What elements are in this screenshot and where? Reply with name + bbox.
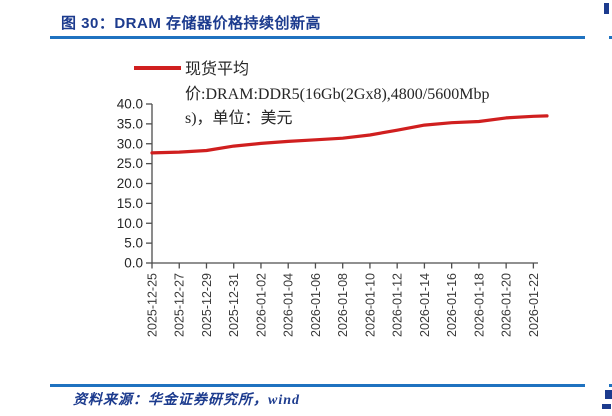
x-tick-label: 2026-01-20 bbox=[500, 273, 514, 337]
y-tick-label: 30.0 bbox=[117, 136, 143, 151]
x-tick-label: 2026-01-14 bbox=[418, 273, 432, 337]
chart-area: 0.0 5.0 10.0 15.0 20.0 25.0 30.0 35.0 40.0 2025-1… bbox=[106, 45, 550, 373]
y-tick-label: 35.0 bbox=[117, 116, 143, 131]
x-tick-label: 2025-12-29 bbox=[200, 273, 214, 337]
x-tick-label: 2026-01-06 bbox=[309, 273, 323, 337]
x-tick-label: 2026-01-12 bbox=[391, 273, 405, 337]
source-rule bbox=[50, 384, 585, 387]
legend-label: 现货平均 价:DRAM:DDR5(16Gb(2Gx8),4800/5600Mbp… bbox=[185, 61, 490, 127]
y-tick-label: 40.0 bbox=[117, 97, 143, 112]
figure-title: 图 30：DRAM 存储器价格持续创新高 bbox=[61, 15, 322, 32]
adjacent-column-source-fragment-2 bbox=[602, 404, 611, 409]
title-rule bbox=[50, 36, 585, 39]
y-tick-label: 15.0 bbox=[117, 196, 143, 211]
x-tick-label: 2026-01-18 bbox=[472, 273, 486, 337]
adjacent-column-title-fragment bbox=[604, 3, 609, 14]
y-tick-label: 25.0 bbox=[117, 156, 143, 171]
x-tick-label: 2025-12-31 bbox=[227, 273, 241, 337]
x-tick-label: 2026-01-10 bbox=[363, 273, 377, 337]
source-note: 资料来源：华金证券研究所，wind bbox=[73, 393, 301, 408]
x-tick-label: 2025-12-25 bbox=[146, 273, 160, 337]
x-tick-label: 2026-01-16 bbox=[445, 273, 459, 337]
x-tick-label: 2026-01-08 bbox=[336, 273, 350, 337]
y-tick-label: 20.0 bbox=[117, 176, 143, 191]
dram-price-line-chart: 0.0 5.0 10.0 15.0 20.0 25.0 30.0 35.0 40.0 2025-1… bbox=[117, 66, 549, 337]
y-tick-label: 10.0 bbox=[117, 216, 143, 231]
x-tick-label: 2026-01-04 bbox=[282, 273, 296, 337]
price-series-line bbox=[150, 114, 549, 155]
y-tick-label: 5.0 bbox=[124, 236, 143, 251]
adjacent-column-rule-fragment-top bbox=[609, 36, 612, 39]
x-tick-label: 2026-01-02 bbox=[254, 273, 268, 337]
x-tick-label: 2026-01-22 bbox=[527, 273, 541, 337]
y-tick-label: 0.0 bbox=[124, 256, 143, 271]
adjacent-column-rule-fragment-bottom bbox=[609, 384, 612, 387]
adjacent-column-source-fragment bbox=[605, 390, 612, 399]
x-tick-label: 2025-12-27 bbox=[173, 273, 187, 337]
